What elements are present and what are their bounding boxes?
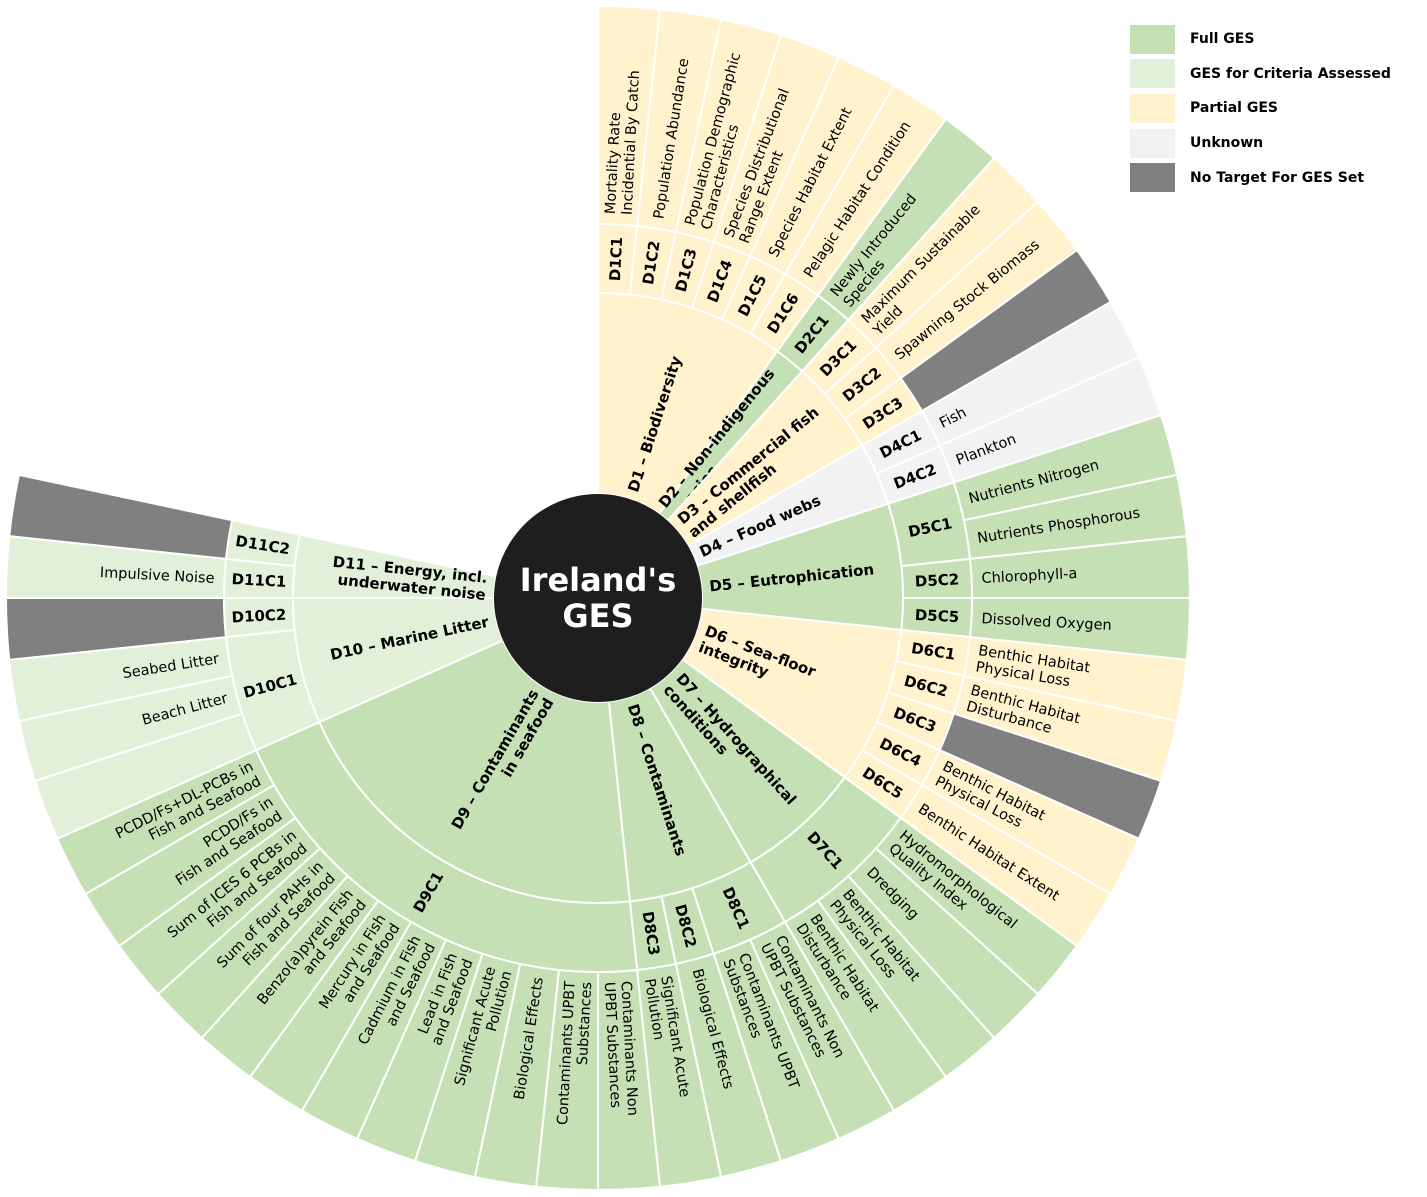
criterion-label: D10C2 [231,606,287,627]
legend-item-notarget: No Target For GES Set [1130,160,1391,195]
indicator-label: Dissolved Oxygen [981,611,1112,634]
criterion-label: D1C1 [606,236,626,281]
legend-label: GES for Criteria Assessed [1190,65,1391,82]
indicator-label: Impulsive Noise [99,565,214,587]
legend-swatch [1130,163,1175,193]
indicator-label: Contaminants UPBTSubstances [555,981,595,1127]
legend-swatch [1130,24,1175,54]
legend-item-full: Full GES [1130,22,1391,57]
legend-label: Full GES [1190,31,1255,48]
indicator-label: Chlorophyll-a [981,566,1078,587]
legend-item-partial: Partial GES [1130,91,1391,126]
criterion-label: D5C2 [914,570,959,590]
indicator-label: Contaminants NonUPBT Substances [601,981,641,1117]
legend: Full GES GES for Criteria Assessed Partial… [1130,22,1391,195]
criterion-label: D5C5 [914,606,959,626]
legend-swatch [1130,128,1175,158]
legend-label: Unknown [1190,135,1264,152]
legend-item-criteria: GES for Criteria Assessed [1130,57,1391,92]
center-disc [494,494,702,702]
indicator-label: Mortality RateIncidential By Catch [603,69,643,216]
legend-swatch [1130,59,1175,89]
criterion-label: D11C1 [231,570,287,591]
legend-label: No Target For GES Set [1190,169,1365,186]
legend-item-unknown: Unknown [1130,126,1391,161]
legend-label: Partial GES [1190,100,1278,117]
center-title: Ireland's GES [520,561,676,635]
legend-swatch [1130,93,1175,123]
